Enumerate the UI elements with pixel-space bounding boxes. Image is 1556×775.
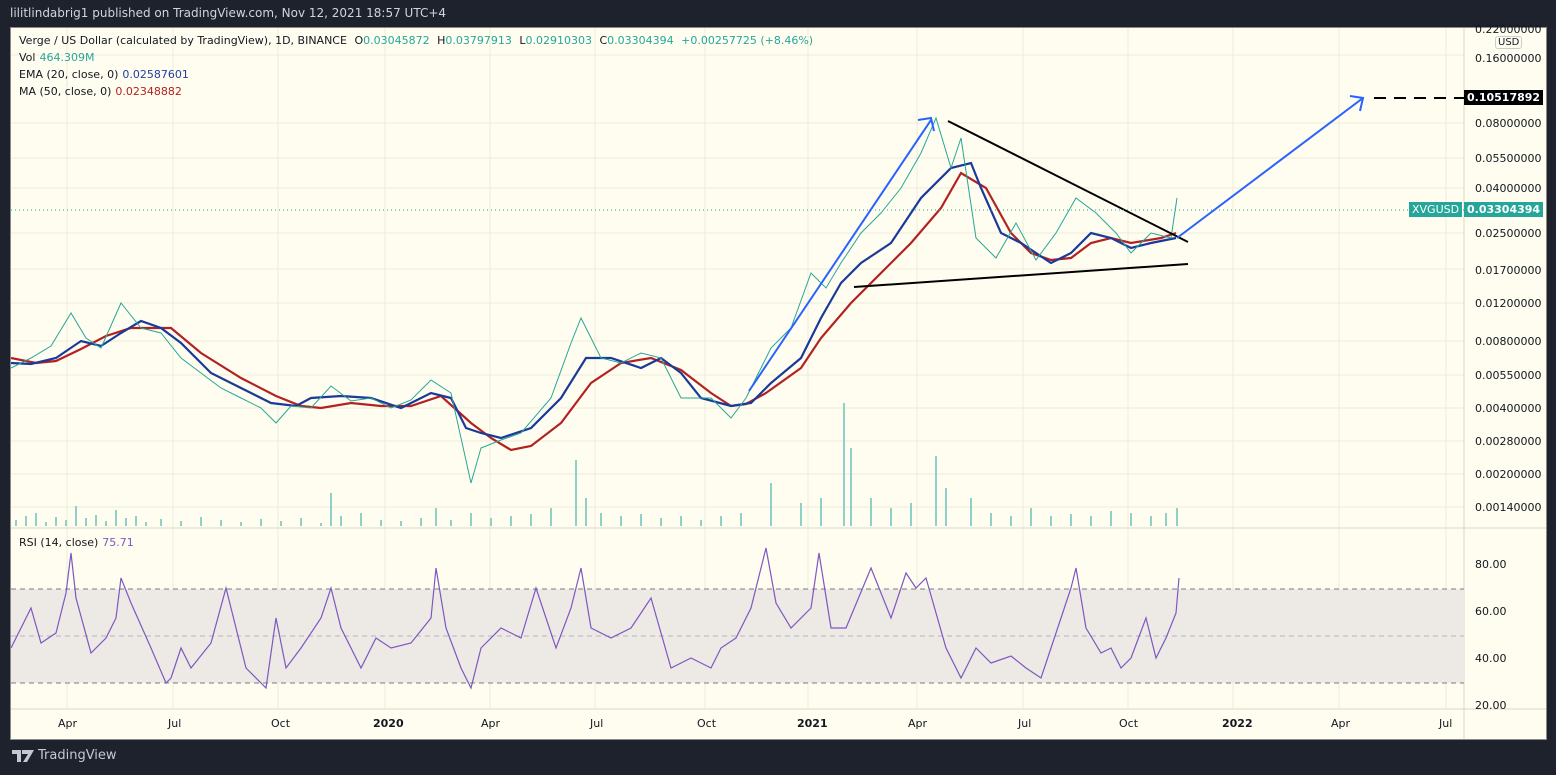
projection-arrow (1176, 95, 1365, 239)
triangle-resistance (947, 120, 1189, 243)
price-line (11, 116, 1178, 484)
ema-value: 0.02587601 (122, 68, 189, 81)
last-price-tag: 0.03304394 (1464, 202, 1544, 217)
high-value: 0.03797913 (445, 34, 512, 47)
volume-legend[interactable]: Vol 464.309M (19, 51, 95, 64)
target-price-tag: 0.10517892 (1464, 90, 1544, 105)
symbol-description: Verge / US Dollar (calculated by Trading… (19, 34, 347, 47)
triangle-support (853, 263, 1189, 288)
footer-brand[interactable]: TradingView (12, 748, 117, 763)
ma-value: 0.02348882 (115, 85, 182, 98)
rsi-line (11, 547, 1180, 690)
impulse-arrow (748, 116, 935, 392)
symbol-tag: XVGUSD (1409, 202, 1463, 217)
volume-bars (15, 403, 1178, 526)
close-value: 0.03304394 (607, 34, 674, 47)
rsi-legend[interactable]: RSI (14, close) 75.71 (19, 536, 134, 549)
chart-frame[interactable]: Verge / US Dollar (calculated by Trading… (10, 23, 1547, 740)
publisher-line: lilitlindabrig1 published on TradingView… (10, 6, 447, 20)
ema-legend[interactable]: EMA (20, close, 0) 0.02587601 (19, 68, 189, 81)
low-value: 0.02910303 (525, 34, 592, 47)
brand-name: TradingView (38, 748, 117, 763)
tradingview-logo-icon (12, 749, 34, 762)
volume-value: 464.309M (39, 51, 95, 64)
rsi-value: 75.71 (102, 536, 134, 549)
open-value: 0.03045872 (363, 34, 430, 47)
ema20-line (11, 161, 1177, 440)
change-value: +0.00257725 (+8.46%) (681, 34, 814, 47)
currency-label[interactable]: USD (1495, 36, 1523, 49)
chart-canvas[interactable] (11, 28, 1546, 739)
ma-legend[interactable]: MA (50, close, 0) 0.02348882 (19, 85, 182, 98)
ohlc-legend: Verge / US Dollar (calculated by Trading… (19, 34, 814, 47)
